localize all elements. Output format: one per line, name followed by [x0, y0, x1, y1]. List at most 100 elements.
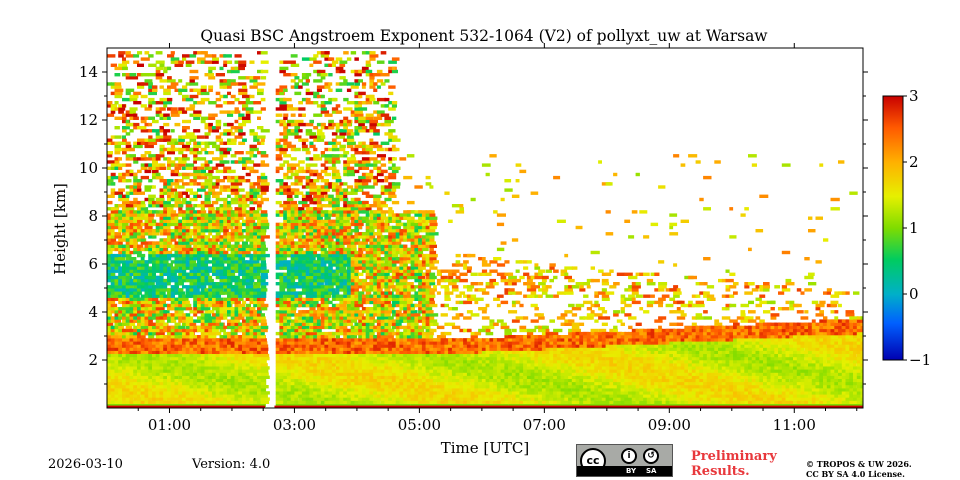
heat-cell — [324, 338, 331, 342]
heat-cell — [316, 353, 323, 358]
heat-cell — [343, 297, 349, 301]
heat-cell — [219, 303, 225, 308]
heat-cell — [193, 113, 202, 117]
heat-cell — [346, 216, 352, 220]
heat-cell — [133, 175, 138, 180]
heat-cell — [260, 191, 267, 195]
heat-cell — [227, 204, 232, 208]
heat-cell — [182, 397, 188, 401]
heat-cell — [354, 391, 359, 395]
heat-cell — [234, 375, 239, 379]
heat-cell — [238, 88, 248, 92]
heat-cell — [279, 319, 287, 323]
heat-cell — [163, 372, 168, 376]
heat-cell — [152, 272, 156, 276]
heat-cell — [320, 126, 327, 130]
heat-cell — [309, 169, 314, 174]
heat-cell — [253, 101, 262, 105]
heat-cell — [354, 288, 359, 292]
heat-cell — [144, 266, 149, 270]
heat-cell — [133, 188, 139, 192]
heat-cell — [309, 353, 316, 358]
heat-cell — [197, 356, 202, 361]
heat-cell — [125, 353, 132, 358]
heat-cell — [331, 147, 340, 152]
heat-cell — [200, 363, 209, 367]
heat-cell — [350, 110, 355, 114]
heat-cell — [249, 360, 254, 364]
heat-cell — [260, 372, 269, 376]
heat-cell — [343, 116, 349, 120]
heat-cell — [148, 141, 158, 145]
heat-cell — [358, 94, 363, 99]
heat-cell — [170, 222, 176, 227]
heat-cell — [133, 197, 138, 202]
heat-cell — [118, 291, 124, 295]
heat-cell — [122, 338, 129, 342]
heat-cell — [339, 76, 346, 80]
heat-cell — [328, 269, 336, 273]
heat-cell — [249, 260, 257, 264]
heat-cell — [163, 250, 173, 255]
heat-cell — [148, 344, 154, 348]
heat-cell — [110, 366, 118, 370]
heat-cell — [137, 319, 143, 323]
heat-cell — [245, 303, 251, 308]
heat-cell — [286, 247, 292, 252]
heat-cell — [167, 222, 172, 227]
heat-cell — [294, 182, 299, 186]
heat-cell — [125, 163, 132, 167]
heat-cell — [193, 303, 199, 308]
heat-cell — [167, 213, 174, 217]
heat-cell — [152, 129, 160, 133]
heat-cell — [260, 160, 265, 164]
heat-cell — [260, 69, 269, 74]
heat-cell — [286, 166, 294, 170]
heat-cell — [204, 350, 209, 354]
heat-cell — [185, 381, 191, 386]
heat-cell — [204, 204, 214, 208]
heat-cell — [279, 69, 286, 74]
heat-cell — [316, 138, 325, 142]
heat-cell — [144, 353, 152, 358]
heat-cell — [193, 275, 199, 280]
heat-cell — [346, 260, 353, 264]
heat-cell — [212, 247, 219, 252]
heat-cell — [343, 172, 350, 177]
heat-cell — [107, 151, 113, 155]
heat-cell — [185, 200, 192, 205]
heat-cell — [324, 275, 332, 280]
heat-cell — [148, 235, 155, 239]
heat-cell — [316, 207, 323, 211]
heat-cell — [286, 291, 293, 295]
heat-cell — [163, 385, 168, 389]
heat-cell — [227, 194, 231, 198]
heat-cell — [185, 182, 192, 186]
heat-cell — [328, 185, 334, 189]
heat-cell — [358, 400, 364, 404]
heat-cell — [245, 219, 253, 223]
heat-cell — [234, 257, 240, 261]
heat-cell — [245, 204, 250, 208]
heat-cell — [182, 347, 188, 351]
heat-cell — [249, 85, 258, 89]
heat-cell — [204, 200, 212, 205]
heat-cell — [350, 191, 358, 195]
heat-cell — [245, 331, 251, 336]
heat-cell — [245, 151, 254, 155]
heat-cell — [328, 394, 333, 398]
heat-cell — [219, 338, 225, 342]
heat-cell — [245, 307, 252, 311]
heat-cell — [193, 300, 199, 305]
heat-cell — [107, 229, 113, 233]
heat-cell — [358, 325, 365, 330]
heat-cell — [290, 163, 300, 167]
heat-cell — [316, 73, 323, 77]
heat-cell — [335, 179, 342, 183]
heat-cell — [309, 372, 314, 376]
heat-cell — [215, 135, 222, 139]
heat-cell — [227, 269, 232, 273]
heat-cell — [137, 244, 144, 248]
heat-cell — [140, 366, 148, 370]
heat-cell — [133, 316, 138, 320]
